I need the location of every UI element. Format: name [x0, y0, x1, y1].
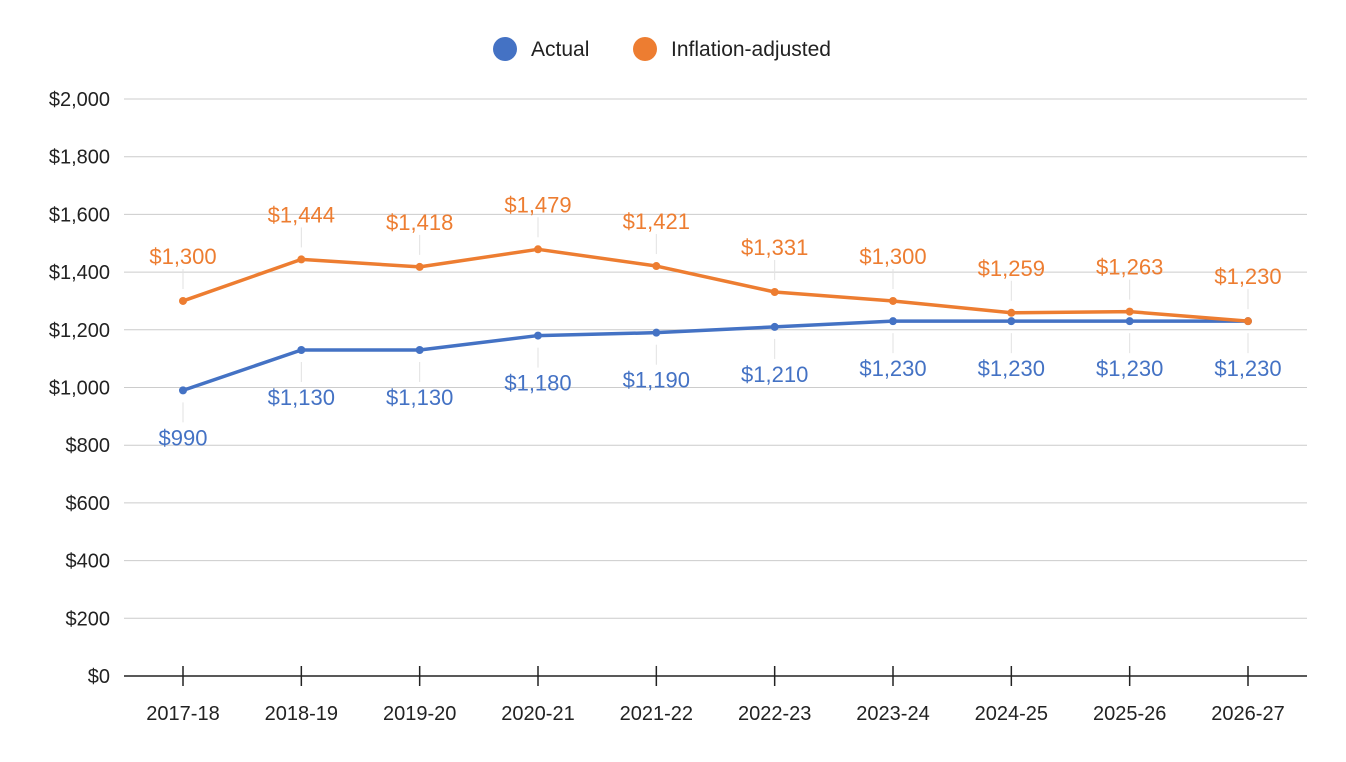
data-point-inflation-adjusted	[652, 262, 661, 271]
axes: $0 $200 $400 $600 $800 $1,000 $1,200 $1,400 $1,6…	[49, 89, 1307, 725]
data-label-inflation-adjusted: $1,263	[1096, 255, 1163, 280]
data-label-inflation-adjusted: $1,331	[741, 235, 808, 260]
x-tick-label: 2023-24	[856, 703, 929, 725]
data-label-inflation-adjusted: $1,479	[504, 192, 571, 217]
data-point-inflation-adjusted	[534, 245, 542, 254]
data-labels: $990 $1,130 $1,130 $1,180 $1,190 $1,210 $1,230…	[149, 192, 1281, 450]
data-label-actual: $1,130	[268, 385, 335, 410]
label-leaders	[182, 217, 1249, 423]
data-point-actual	[179, 386, 187, 395]
x-tick-label: 2020-21	[501, 703, 574, 725]
y-tick-label: $1,800	[49, 147, 110, 169]
data-label-actual: $1,190	[623, 368, 690, 393]
data-point-inflation-adjusted	[415, 262, 424, 271]
y-tick-label: $1,400	[49, 262, 110, 284]
x-tick-label: 2026-27	[1211, 703, 1284, 725]
data-label-actual: $1,180	[504, 371, 571, 396]
x-tick-label: 2024-25	[975, 703, 1048, 725]
data-point-inflation-adjusted	[889, 296, 897, 305]
y-tick-label: $1,000	[49, 378, 110, 400]
data-point-inflation-adjusted	[297, 255, 306, 264]
legend-label-actual: Actual	[531, 38, 589, 61]
data-point-actual	[297, 345, 306, 354]
data-label-actual: $1,230	[1214, 356, 1281, 381]
data-label-inflation-adjusted: $1,421	[623, 209, 690, 234]
series	[179, 245, 1252, 395]
y-tick-label: $1,200	[49, 320, 110, 342]
data-point-inflation-adjusted	[1244, 317, 1252, 326]
data-point-inflation-adjusted	[179, 296, 187, 305]
data-label-actual: $1,230	[978, 356, 1045, 381]
x-tick-label: 2021-22	[620, 703, 693, 725]
y-tick-label: $0	[88, 666, 110, 688]
data-point-actual	[1007, 317, 1016, 326]
x-tick-label: 2025-26	[1093, 703, 1166, 725]
y-tick-label: $200	[66, 608, 111, 630]
data-label-inflation-adjusted: $1,444	[268, 202, 335, 227]
x-tick-label: 2018-19	[265, 703, 338, 725]
data-label-inflation-adjusted: $1,230	[1214, 264, 1281, 289]
data-point-actual	[889, 317, 897, 326]
data-point-inflation-adjusted	[1007, 308, 1016, 317]
data-label-actual: $1,230	[859, 356, 926, 381]
data-label-inflation-adjusted: $1,300	[859, 244, 926, 269]
legend-label-inflation-adjusted: Inflation-adjusted	[671, 38, 831, 61]
x-tick-label: 2017-18	[146, 703, 219, 725]
legend-marker-actual	[493, 37, 517, 61]
y-tick-label: $2,000	[49, 89, 110, 111]
data-point-inflation-adjusted	[770, 288, 779, 297]
data-label-actual: $990	[159, 425, 208, 450]
y-tick-label: $1,600	[49, 204, 110, 226]
data-label-inflation-adjusted: $1,300	[149, 244, 216, 269]
legend-marker-inflation-adjusted	[633, 37, 657, 61]
data-label-inflation-adjusted: $1,418	[386, 210, 453, 235]
data-point-actual	[1125, 317, 1134, 326]
legend: Actual Inflation-adjusted	[493, 37, 831, 61]
x-tick-label: 2019-20	[383, 703, 456, 725]
x-tick-label: 2022-23	[738, 703, 811, 725]
data-point-actual	[415, 345, 424, 354]
data-point-actual	[652, 328, 661, 337]
data-label-actual: $1,230	[1096, 356, 1163, 381]
data-point-inflation-adjusted	[1125, 307, 1134, 316]
series-line-inflation-adjusted	[181, 247, 1250, 323]
y-tick-label: $600	[66, 493, 111, 515]
data-label-actual: $1,210	[741, 362, 808, 387]
y-tick-label: $800	[66, 435, 111, 457]
series-line-actual	[181, 319, 1250, 393]
data-point-actual	[534, 331, 542, 340]
y-tick-label: $400	[66, 551, 111, 573]
data-label-actual: $1,130	[386, 385, 453, 410]
data-label-inflation-adjusted: $1,259	[978, 256, 1045, 281]
data-point-actual	[770, 322, 779, 331]
